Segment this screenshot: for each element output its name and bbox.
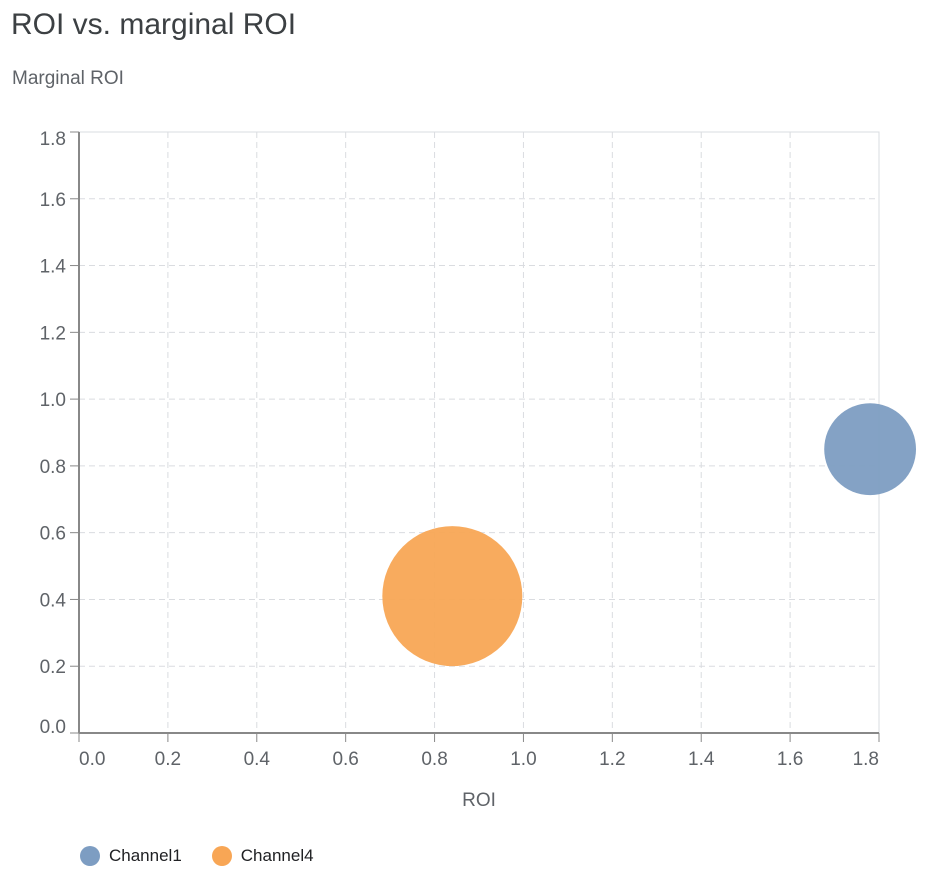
legend-label: Channel1 [109, 846, 182, 865]
x-tick-label: 0.4 [244, 749, 271, 770]
x-axis-title: ROI [462, 790, 496, 811]
x-tick-label: 1.6 [777, 749, 803, 770]
x-tick-label: 0.0 [79, 749, 105, 770]
y-tick-label: 0.8 [40, 457, 66, 478]
bubble-channel4 [382, 526, 523, 667]
x-tick-label: 1.0 [510, 749, 536, 770]
chart-title: ROI vs. marginal ROI [11, 8, 297, 41]
bubble-channel1 [824, 403, 917, 496]
y-tick-label: 1.0 [40, 390, 66, 411]
y-axis-title: Marginal ROI [12, 68, 124, 89]
legend-item-channel4[interactable]: Channel4 [211, 846, 314, 866]
y-tick-label: 1.2 [40, 323, 66, 344]
legend-swatch-icon [211, 846, 232, 866]
y-tick-label: 1.6 [40, 190, 66, 211]
legend: Channel1 Channel4 [80, 846, 314, 866]
y-tick-label: 0.6 [40, 524, 66, 545]
x-tick-label: 1.8 [853, 749, 879, 770]
y-tick-label: 0.4 [40, 590, 67, 611]
x-tick-label: 0.6 [332, 749, 358, 770]
y-tick-label: 0.2 [40, 657, 66, 678]
y-tick-label: 1.8 [40, 129, 66, 150]
x-tick-label: 1.4 [688, 749, 715, 770]
x-tick-label: 0.2 [155, 749, 181, 770]
x-tick-label: 1.2 [599, 749, 625, 770]
legend-label: Channel4 [240, 846, 314, 865]
legend-item-channel1[interactable]: Channel1 [80, 846, 182, 866]
legend-swatch-icon [80, 846, 100, 866]
y-tick-label: 1.4 [40, 257, 67, 278]
x-tick-label: 0.8 [421, 749, 447, 770]
y-tick-label: 0.0 [40, 717, 66, 738]
